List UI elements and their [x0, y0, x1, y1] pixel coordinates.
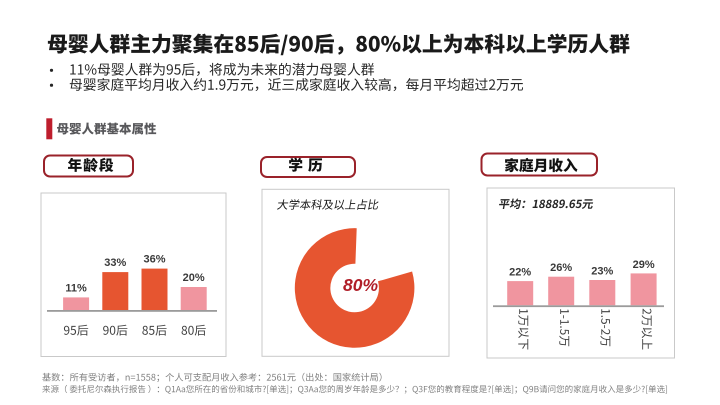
svg-text:29%: 29% [633, 259, 655, 271]
svg-text:23%: 23% [591, 266, 613, 278]
svg-text:20%: 20% [183, 272, 205, 284]
svg-text:80%: 80% [343, 275, 378, 295]
svg-text:26%: 26% [550, 262, 572, 274]
svg-text:36%: 36% [143, 254, 165, 266]
svg-text:22%: 22% [509, 267, 531, 279]
svg-text:11%: 11% [65, 282, 87, 294]
svg-text:33%: 33% [104, 257, 126, 269]
